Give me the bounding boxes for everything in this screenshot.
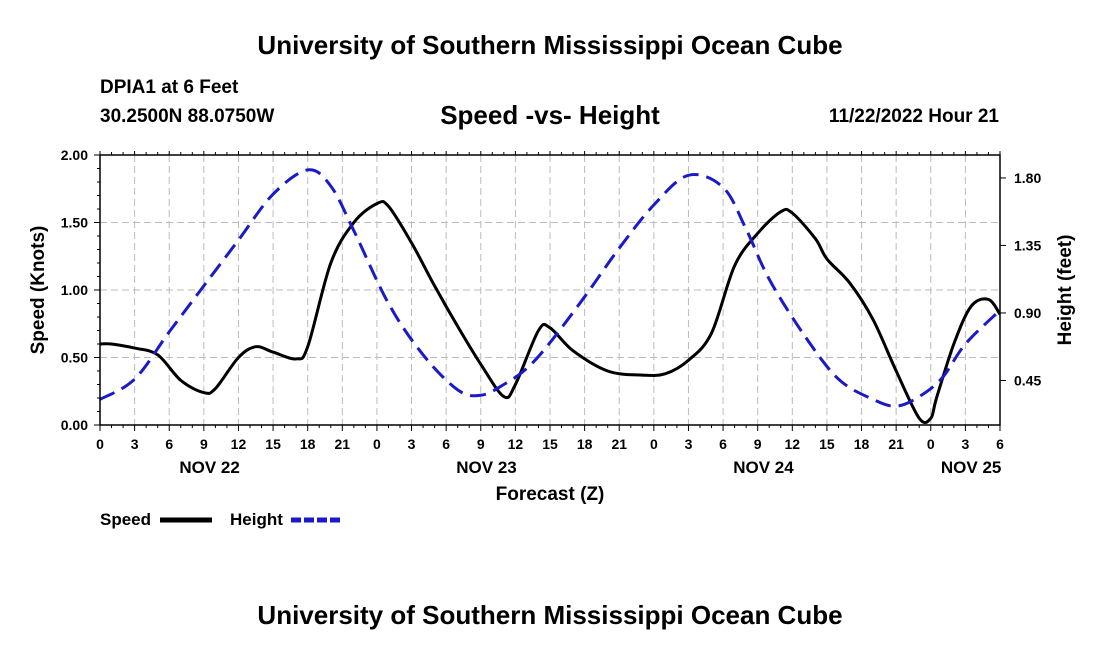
x-tick-label: 21 [611,436,627,452]
y-axis-title: Speed (Knots) [28,226,49,355]
speed-series-line [99,200,1002,425]
series-layer [99,168,1002,425]
y-tick-label: 1.50 [61,215,88,231]
grid-lines [100,155,1000,425]
x-tick-label: 0 [927,436,935,452]
y-tick-label: 0.00 [61,417,88,433]
x-tick-label: 3 [408,436,416,452]
x-tick-label: 9 [200,436,208,452]
date-label: NOV 22 [179,458,239,477]
x-tick-label: 6 [165,436,173,452]
x-tick-label: 9 [754,436,762,452]
x-tick-label: 0 [373,436,381,452]
x-tick-label: 3 [131,436,139,452]
x-tick-label: 9 [477,436,485,452]
x-tick-label: 18 [577,436,593,452]
chart-subtitle: Speed -vs- Height [440,100,660,130]
y2-tick-label: 1.35 [1014,237,1041,253]
x-axis-title: Forecast (Z) [496,484,605,505]
x-tick-label: 12 [231,436,247,452]
x-tick-label: 6 [719,436,727,452]
x-tick-label: 3 [961,436,969,452]
x-tick-label: 0 [650,436,658,452]
x-tick-label: 3 [685,436,693,452]
x-tick-label: 18 [300,436,316,452]
x-tick-label: 18 [854,436,870,452]
x-tick-label: 12 [785,436,801,452]
x-tick-label: 12 [508,436,524,452]
date-label: NOV 25 [941,458,1001,477]
x-tick-label: 15 [819,436,835,452]
y2-tick-label: 1.80 [1014,170,1041,186]
legend-height-label: Height [230,510,283,529]
x-tick-label: 15 [265,436,281,452]
y-tick-label: 1.00 [61,282,88,298]
y2-tick-label: 0.90 [1014,305,1041,321]
footer-title: University of Southern Mississippi Ocean… [257,600,843,630]
x-tick-label: 21 [888,436,904,452]
legend-speed-label: Speed [100,510,152,529]
station-label: DPIA1 at 6 Feet [100,77,239,98]
x-tick-label: 15 [542,436,558,452]
y2-axis-title: Height (feet) [1055,235,1076,346]
chart-title: University of Southern Mississippi Ocean… [257,30,843,60]
date-label: NOV 23 [456,458,516,477]
y2-tick-label: 0.45 [1014,372,1041,388]
forecast-datetime: 11/22/2022 Hour 21 [828,106,999,127]
x-tick-label: 6 [996,436,1004,452]
x-tick-label: 0 [96,436,104,452]
x-tick-label: 6 [442,436,450,452]
x-tick-label: 21 [335,436,351,452]
axis-ticks: 0 3 6 9 12 15 18 21 0 3 6 9 12 15 18 21 0 3 6 9 12 15 18 21 0 3 6N… [61,147,1042,477]
y-tick-label: 2.00 [61,147,88,163]
coordinates-label: 30.2500N 88.0750W [100,106,275,127]
y-tick-label: 0.50 [61,350,88,366]
height-series-line [99,168,1002,408]
date-label: NOV 24 [733,458,794,477]
